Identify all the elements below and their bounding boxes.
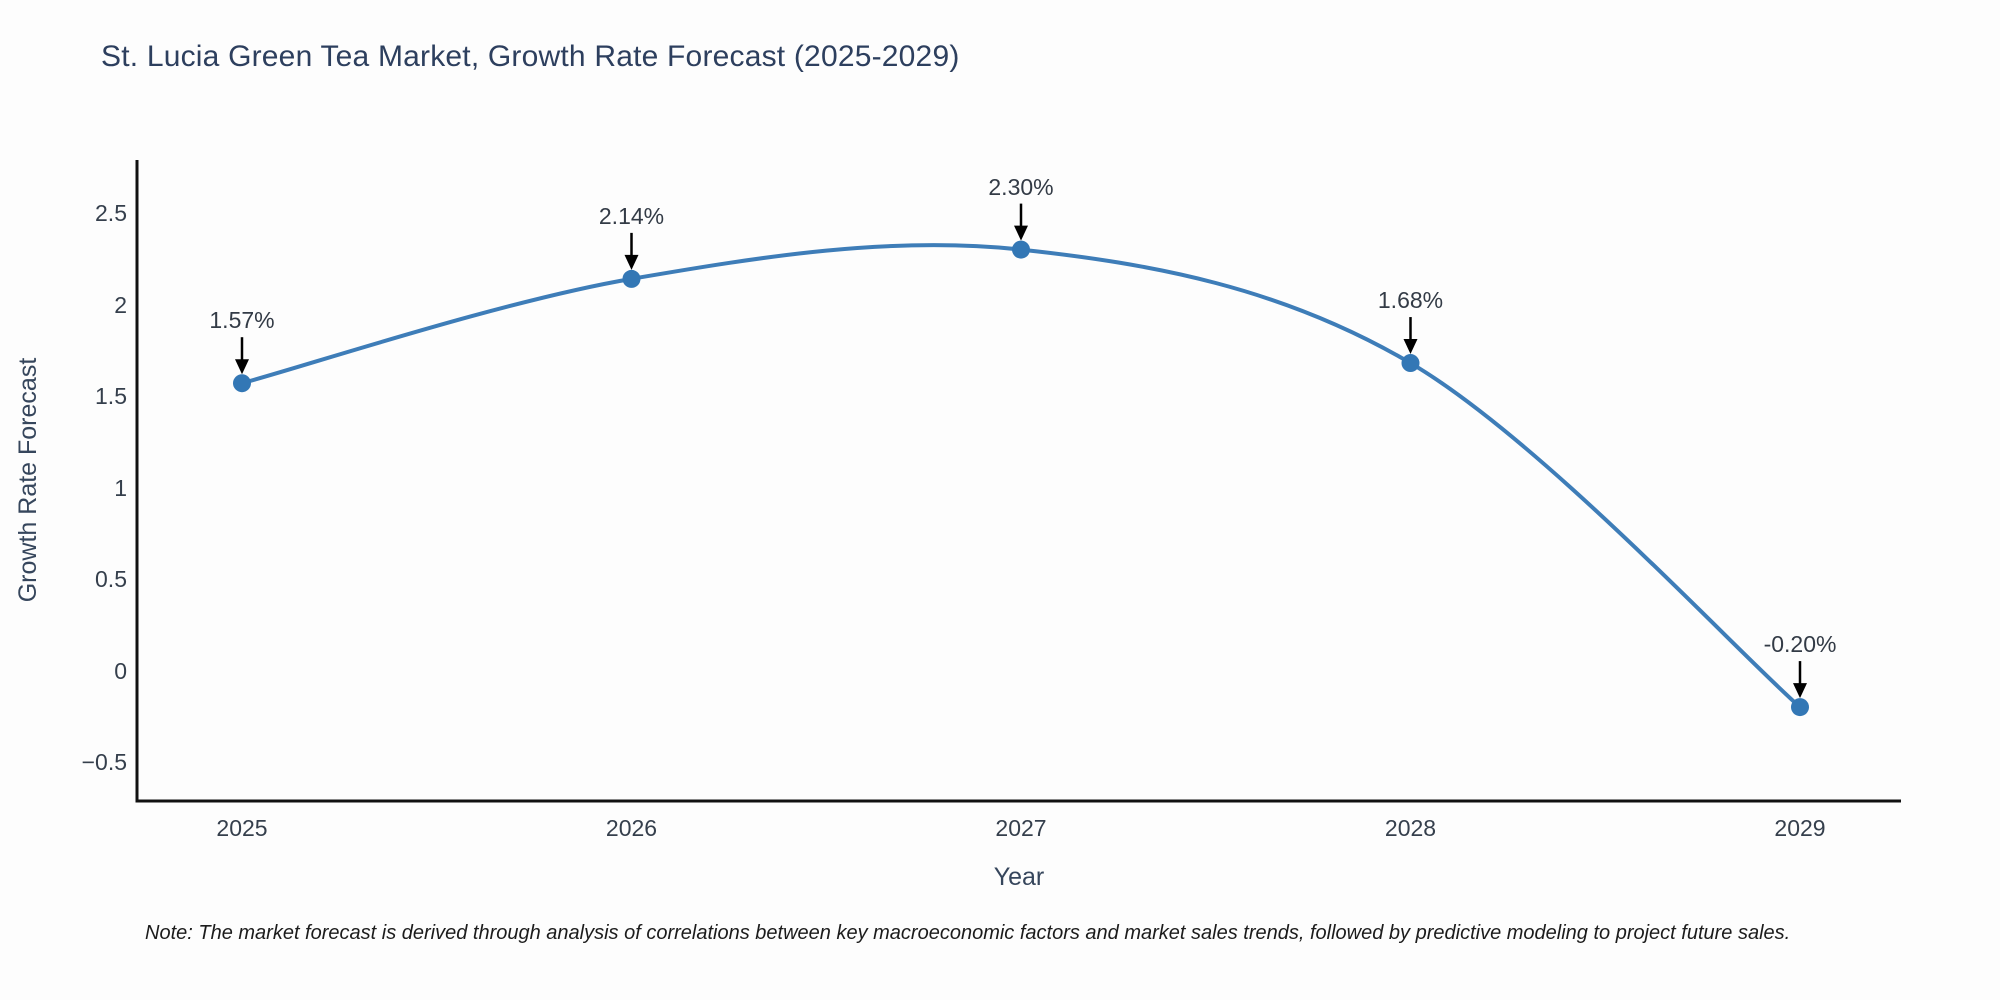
annotation-arrowhead [624,254,639,270]
data-point-marker[interactable] [1791,698,1809,717]
data-point-annotation: 1.68% [1377,287,1444,314]
data-point-marker[interactable] [1012,240,1030,259]
y-tick-label: 2.5 [95,200,127,226]
y-tick-label: 0 [114,657,127,684]
annotation-arrowhead [1793,683,1807,699]
y-tick-label: 1.5 [95,383,127,409]
x-tick-label: 2028 [1384,815,1437,841]
x-tick-label: 2027 [995,815,1047,841]
data-point-marker[interactable] [233,374,251,393]
y-tick-label: −0.5 [81,749,127,775]
data-point-marker[interactable] [622,269,641,288]
annotation-arrowhead [235,359,249,375]
x-tick-label: 2029 [1774,815,1826,841]
data-point-annotation: 1.57% [209,307,275,334]
trend-line [240,243,1802,710]
data-point-annotation: 2.30% [988,173,1054,200]
footnote: Note: The market forecast is derived thr… [145,922,1791,944]
x-tick-label: 2025 [216,815,268,841]
annotation-arrowhead [1014,225,1028,241]
data-point-annotation: 2.14% [598,202,665,229]
y-tick-label: 1 [114,474,127,501]
annotation-arrowhead [1403,339,1418,355]
chart-title: St. Lucia Green Tea Market, Growth Rate … [101,40,960,73]
y-tick-label: 2 [114,291,127,318]
data-point-annotation: -0.20% [1763,631,1837,658]
x-axis-title: Year [993,863,1045,891]
x-tick-label: 2026 [605,815,658,841]
y-tick-label: 0.5 [95,566,127,592]
data-point-marker[interactable] [1401,354,1420,373]
